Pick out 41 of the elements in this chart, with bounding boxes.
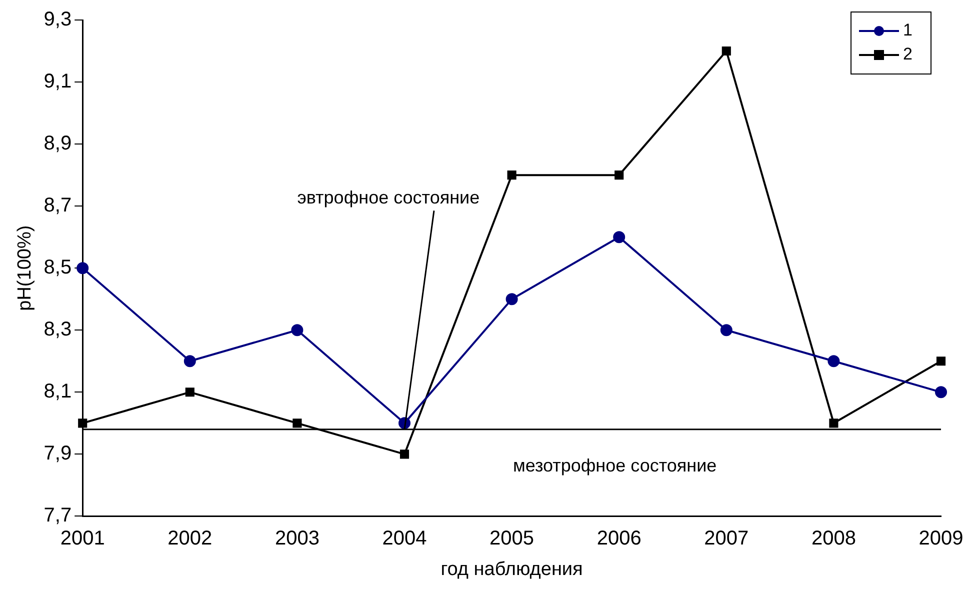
y-tick-label: 8,9 <box>44 132 72 155</box>
legend-label: 2 <box>903 44 912 64</box>
point <box>829 418 838 428</box>
point <box>400 450 410 459</box>
legend-label: 1 <box>903 20 912 40</box>
point <box>292 418 302 428</box>
y-tick-label: 9,3 <box>44 8 72 31</box>
y-tick-label: 9,1 <box>44 70 72 93</box>
y-tick-label: 7,9 <box>44 442 72 465</box>
point <box>720 324 732 336</box>
x-tick-label: 2002 <box>168 528 212 550</box>
point <box>184 355 196 368</box>
x-tick-label: 2009 <box>918 528 964 550</box>
x-tick-label: 2005 <box>490 528 534 550</box>
y-tick-label: 8,7 <box>44 194 72 217</box>
point <box>828 355 840 368</box>
x-tick-label: 2006 <box>596 528 642 550</box>
y-tick-label: 8,5 <box>44 256 72 279</box>
x-axis-title: год наблюдения <box>440 558 583 580</box>
y-axis-title: pH(100%) <box>14 225 36 311</box>
point <box>185 388 194 397</box>
point <box>76 262 89 274</box>
point <box>936 356 946 366</box>
x-tick-label: 2008 <box>811 528 856 550</box>
point <box>722 46 731 56</box>
y-tick-label: 8,1 <box>44 380 72 403</box>
x-tick-label: 2003 <box>274 528 320 550</box>
point <box>291 324 304 336</box>
point <box>78 418 88 428</box>
x-tick-label: 2001 <box>60 528 105 550</box>
point <box>506 293 518 306</box>
x-tick-label: 2007 <box>704 528 749 550</box>
point <box>507 170 516 180</box>
annotation: эвтрофное состояние <box>297 188 480 208</box>
y-tick-label: 7,7 <box>44 504 72 527</box>
y-tick-label: 8,3 <box>44 318 72 341</box>
annotation: мезотрофное состояние <box>512 456 717 476</box>
point <box>935 386 947 398</box>
point <box>613 231 626 244</box>
x-tick-label: 2004 <box>382 528 427 550</box>
point <box>614 170 624 180</box>
